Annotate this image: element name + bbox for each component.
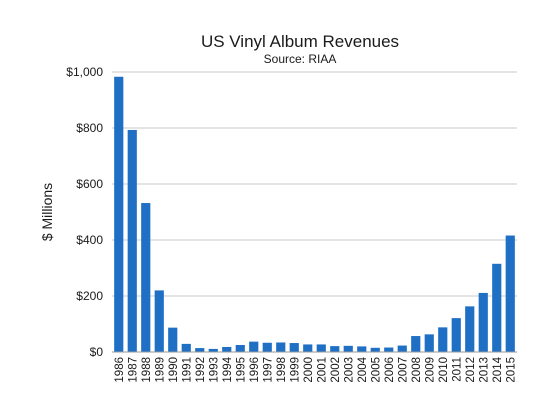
bar-2010	[438, 327, 448, 352]
bar-1994	[222, 346, 232, 352]
bar-1998	[276, 342, 286, 352]
x-tick-label: 2001	[316, 357, 328, 383]
y-axis-label: $ Millions	[39, 183, 55, 241]
x-tick-label: 2000	[303, 357, 315, 383]
y-tick-label: $0	[90, 345, 104, 359]
bar-2004	[357, 346, 367, 352]
x-tick-label: 1993	[208, 357, 220, 383]
x-tick-label: 2010	[438, 357, 450, 383]
x-tick-label: 2014	[492, 356, 504, 382]
x-axis-ticks: 1986 1987 1988 1989 1990 1991 1992 1993 1994 1995…	[114, 356, 518, 382]
x-tick-label: 2003	[343, 357, 355, 383]
x-tick-label: 2005	[370, 357, 382, 383]
bar-1989	[154, 290, 164, 352]
x-tick-label: 1999	[289, 357, 301, 383]
bar-2014	[492, 263, 502, 352]
x-tick-label: 2004	[357, 356, 369, 382]
bar-2006	[384, 347, 394, 352]
x-tick-label: 1989	[154, 357, 166, 383]
bar-2011	[451, 318, 461, 352]
x-tick-label: 2012	[465, 357, 477, 383]
bar-1997	[262, 342, 272, 352]
bar-2012	[465, 306, 475, 352]
y-tick-label: $600	[76, 177, 103, 191]
bar-2008	[411, 336, 421, 352]
x-tick-label: 1998	[276, 357, 288, 383]
bar-2015	[505, 235, 515, 352]
x-tick-label: 1990	[168, 357, 180, 383]
y-tick-label: $200	[76, 289, 103, 303]
bar-2005	[370, 347, 380, 352]
bar-1988	[141, 203, 151, 352]
x-tick-label: 1997	[262, 357, 274, 383]
bar-2001	[316, 344, 326, 352]
x-tick-label: 1996	[249, 357, 261, 383]
x-tick-label: 1988	[141, 357, 153, 383]
x-tick-label: 1995	[235, 357, 247, 383]
bar-1990	[168, 327, 178, 352]
bar-2003	[343, 345, 353, 352]
bar-1987	[127, 129, 137, 352]
x-tick-label: 2015	[505, 357, 517, 383]
bars	[114, 76, 515, 352]
bar-1991	[181, 343, 191, 352]
x-tick-label: 2002	[330, 357, 342, 383]
bar-2000	[303, 344, 313, 352]
bar-1993	[208, 348, 218, 352]
x-tick-label: 2008	[411, 357, 423, 383]
y-tick-label: $1,000	[66, 65, 103, 79]
bar-1995	[235, 345, 245, 352]
x-tick-label: 2006	[384, 357, 396, 383]
bar-2013	[478, 292, 488, 352]
x-tick-label: 1987	[127, 357, 139, 383]
bar-1986	[114, 76, 124, 352]
x-tick-label: 1994	[222, 356, 234, 382]
x-tick-label: 2007	[397, 357, 409, 383]
x-tick-label: 2009	[424, 357, 436, 383]
bar-1992	[195, 348, 205, 352]
x-tick-label: 1991	[181, 357, 193, 383]
gridlines	[112, 71, 517, 297]
y-tick-label: $800	[76, 121, 103, 135]
x-tick-label: 2011	[451, 357, 463, 382]
x-tick-label: 2013	[478, 357, 490, 383]
bar-1996	[249, 341, 259, 352]
bar-2002	[330, 346, 340, 352]
bar-1999	[289, 343, 299, 352]
chart-subtitle: Source: RIAA	[264, 52, 337, 66]
y-tick-label: $400	[76, 233, 103, 247]
y-axis-ticks: $0 $200 $400 $600 $800 $1,000	[66, 65, 103, 359]
x-tick-label: 1992	[195, 357, 207, 383]
chart-title: US Vinyl Album Revenues	[201, 32, 399, 51]
x-tick-label: 1986	[114, 357, 126, 383]
bar-2007	[397, 345, 407, 352]
bar-2009	[424, 334, 434, 352]
